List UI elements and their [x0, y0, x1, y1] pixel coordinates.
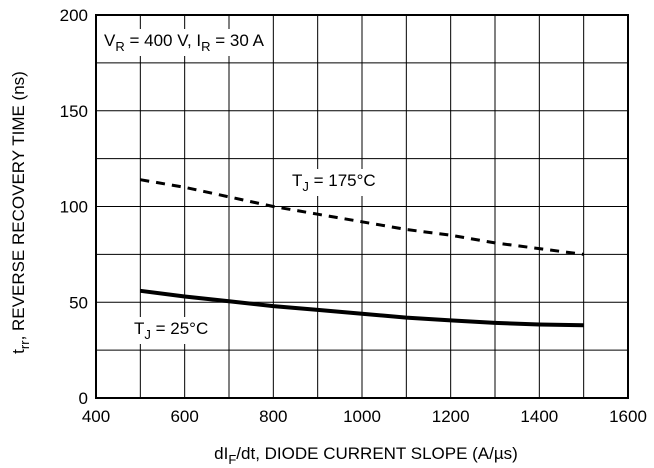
- plot-frame: [95, 14, 629, 399]
- y-axis-label: trr, REVERSE RECOVERY TIME (ns): [9, 71, 32, 354]
- x-tick-label: 1200: [432, 407, 470, 426]
- y-tick-label: 100: [60, 198, 88, 217]
- conditions-annotation-background: [100, 29, 269, 56]
- x-tick-label: 800: [259, 407, 287, 426]
- x-tick-label: 1600: [609, 407, 647, 426]
- y-tick-label: 150: [60, 102, 88, 121]
- x-tick-label: 600: [170, 407, 198, 426]
- series-line-tj-175c: [140, 178, 584, 256]
- y-tick-labels: 0 50 100 150 200: [60, 6, 88, 408]
- y-tick-label: 50: [69, 293, 88, 312]
- series-label-tj-25c-background: [130, 317, 213, 344]
- grid: [96, 15, 628, 398]
- y-tick-label: 0: [79, 389, 88, 408]
- series-lines: [140, 178, 584, 328]
- y-tick-label: 200: [60, 6, 88, 25]
- series-label-tj-25c: TJ = 25°C: [134, 319, 208, 342]
- x-tick-label: 400: [82, 407, 110, 426]
- series-label-tj-175c: TJ = 175°C: [292, 171, 376, 194]
- x-axis-label: dIF/dt, DIODE CURRENT SLOPE (A/µs): [214, 444, 518, 467]
- x-tick-label: 1400: [520, 407, 558, 426]
- annotations: VR = 400 V, IR = 30 A TJ = 175°C TJ = 25°C: [100, 29, 380, 344]
- series-line-tj-25c: [140, 288, 584, 328]
- x-tick-labels: 400 600 800 1000 1200 1400 1600: [82, 407, 647, 426]
- conditions-annotation: VR = 400 V, IR = 30 A: [104, 31, 265, 54]
- series-label-tj-175c-background: [288, 169, 380, 196]
- x-tick-label: 1000: [343, 407, 381, 426]
